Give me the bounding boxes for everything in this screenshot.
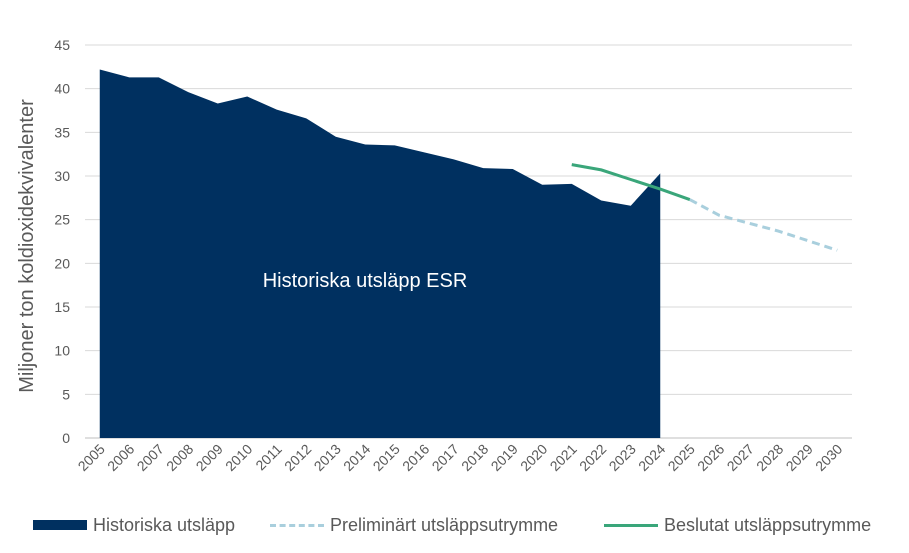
- y-tick-label: 5: [62, 386, 70, 402]
- x-tick-label: 2017: [429, 441, 462, 474]
- legend-label-decided: Beslutat utsläppsutrymme: [664, 514, 872, 535]
- x-tick-label: 2008: [163, 441, 196, 474]
- legend-swatch-decided: [604, 523, 658, 527]
- y-tick-label: 0: [62, 430, 70, 446]
- y-axis-label: Miljoner ton koldioxidekvivalenter: [16, 99, 38, 393]
- x-axis-ticks: 2005200620072008200920102011201220132014…: [75, 441, 846, 474]
- x-tick-label: 2025: [665, 441, 698, 474]
- x-tick-label: 2009: [193, 441, 226, 474]
- legend-item-decided: Beslutat utsläppsutrymme: [604, 510, 871, 540]
- x-tick-label: 2005: [75, 441, 108, 474]
- x-tick-label: 2028: [753, 441, 786, 474]
- x-tick-label: 2029: [783, 441, 816, 474]
- legend: Historiska utsläpp Preliminärt utsläppsu…: [0, 510, 909, 540]
- x-tick-label: 2026: [694, 441, 727, 474]
- x-tick-label: 2007: [134, 441, 167, 474]
- x-tick-label: 2022: [576, 441, 609, 474]
- y-tick-label: 15: [54, 299, 70, 315]
- x-tick-label: 2018: [458, 441, 491, 474]
- x-tick-label: 2006: [104, 441, 137, 474]
- x-tick-label: 2015: [370, 441, 403, 474]
- legend-item-preliminary: Preliminärt utsläppsutrymme: [270, 510, 558, 540]
- historical-area-layer: [99, 69, 661, 438]
- x-tick-label: 2023: [606, 441, 639, 474]
- x-tick-label: 2030: [812, 441, 845, 474]
- historical-emissions-area: [99, 69, 661, 438]
- x-tick-label: 2012: [281, 441, 314, 474]
- legend-label-preliminary: Preliminärt utsläppsutrymme: [330, 514, 559, 535]
- x-tick-label: 2027: [724, 441, 757, 474]
- y-tick-label: 45: [54, 37, 70, 53]
- preliminary-allowance-line: [689, 198, 838, 252]
- x-tick-label: 2021: [547, 441, 580, 474]
- y-tick-label: 35: [54, 124, 70, 140]
- legend-label-historical: Historiska utsläpp: [93, 514, 236, 535]
- legend-swatch-preliminary: [270, 523, 324, 527]
- x-tick-label: 2014: [340, 441, 373, 474]
- legend-swatch-historical: [33, 520, 87, 530]
- x-tick-label: 2016: [399, 441, 432, 474]
- x-tick-label: 2019: [488, 441, 521, 474]
- decided-allowance-line: [571, 163, 691, 201]
- y-tick-label: 25: [54, 212, 70, 228]
- y-tick-label: 40: [54, 81, 70, 97]
- line-series-layer: [571, 163, 838, 252]
- x-tick-label: 2024: [635, 441, 668, 474]
- x-tick-label: 2020: [517, 441, 550, 474]
- y-axis-ticks: 0 5 10 15 20 25 30 35 40 45: [54, 37, 70, 446]
- x-tick-label: 2010: [222, 441, 255, 474]
- y-tick-label: 30: [54, 168, 70, 184]
- y-tick-label: 10: [54, 343, 70, 359]
- x-tick-label: 2013: [311, 441, 344, 474]
- x-tick-label: 2011: [252, 441, 285, 474]
- area-annotation: Historiska utsläpp ESR: [263, 270, 468, 292]
- legend-item-historical: Historiska utsläpp: [33, 510, 235, 540]
- y-tick-label: 20: [54, 255, 70, 271]
